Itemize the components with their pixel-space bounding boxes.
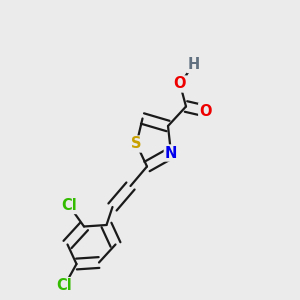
- Text: S: S: [131, 136, 142, 152]
- Text: O: O: [199, 103, 212, 118]
- Text: Cl: Cl: [61, 198, 77, 213]
- Text: O: O: [174, 76, 186, 92]
- Text: Cl: Cl: [57, 278, 72, 293]
- Text: N: N: [165, 146, 177, 160]
- Text: H: H: [188, 57, 200, 72]
